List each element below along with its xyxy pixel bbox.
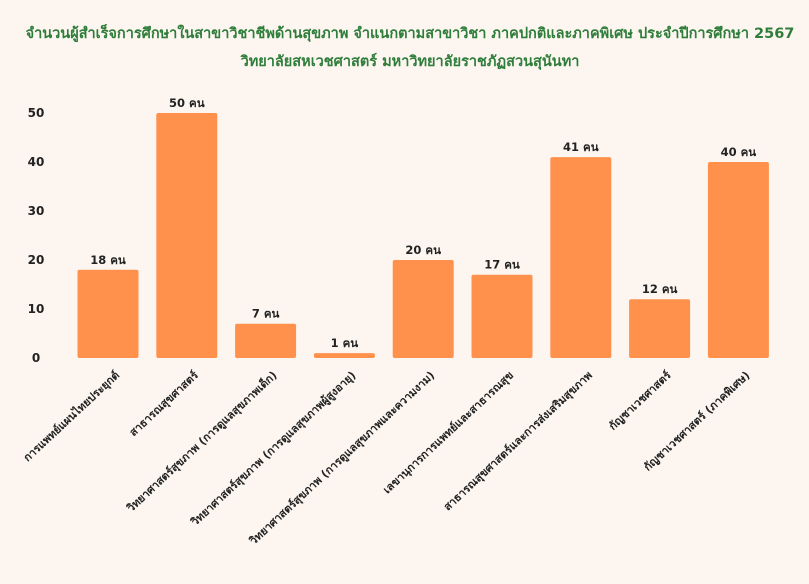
x-tick-label: การแพทย์แผนไทยประยุกต์ [20,368,122,465]
y-tick-label: 0 [32,351,40,365]
x-tick-label: สาธารณสุขศาสตร์ [127,369,202,440]
data-label: 7 คน [252,307,280,321]
bar [471,274,533,358]
data-labels: 18 คน 50 คน 7 คน 1 คน 20 คน 17 คน 41 คน 12 คน 40… [90,96,756,350]
y-tick-label: 50 [28,106,45,120]
x-tick-label: กัญชาเวชศาสตร์ [606,369,673,433]
data-label: 17 คน [484,258,520,272]
data-label: 1 คน [331,336,359,350]
bar [629,299,691,358]
data-label: 40 คน [721,145,757,159]
data-label: 20 คน [405,243,441,257]
bar [392,260,454,358]
y-tick-label: 40 [28,155,45,169]
bar [235,323,297,358]
x-tick-label: วิทยาศาสตร์สุขภาพ (การดูแลสุขภาพและความง… [246,369,437,549]
bar [77,269,139,358]
y-tick-label: 20 [28,253,45,267]
x-tick-label: เลขานุการการแพทย์และสาธารณสุข [381,369,517,497]
data-label: 18 คน [90,253,126,267]
y-tick-label: 30 [28,204,45,218]
chart-title: จำนวนผู้สำเร็จการศึกษาในสาขาวิชาชีพด้านส… [26,23,795,42]
x-tick-label: วิทยาศาสตร์สุขภาพ (การดูแลสุขภาพเด็ก) [123,368,280,516]
data-label: 41 คน [563,140,599,154]
bar [156,113,218,358]
x-axis: การแพทย์แผนไทยประยุกต์ สาธารณสุขศาสตร์วิท… [20,368,752,549]
y-tick-label: 10 [28,302,45,316]
y-axis: 0 10 20 30 40 50 [28,106,45,365]
x-tick-label: สาธารณสุขศาสตร์และการส่งเสริมสุขภาพ [441,369,595,514]
x-tick-label: วิทยาศาสตร์สุขภาพ (การดูแลสุขภาพผู้สูงอา… [188,369,359,530]
bars [77,113,769,358]
bar [550,157,612,358]
bar [313,353,375,358]
bar [707,162,769,358]
data-label: 12 คน [642,282,678,296]
chart-subtitle: วิทยาลัยสหเวชศาสตร์ มหาวิทยาลัยราชภัฏสวน… [240,52,580,70]
data-label: 50 คน [169,96,205,110]
